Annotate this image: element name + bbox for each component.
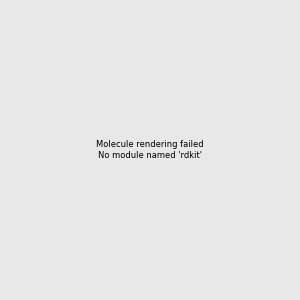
Text: Molecule rendering failed
No module named 'rdkit': Molecule rendering failed No module name… [96, 140, 204, 160]
